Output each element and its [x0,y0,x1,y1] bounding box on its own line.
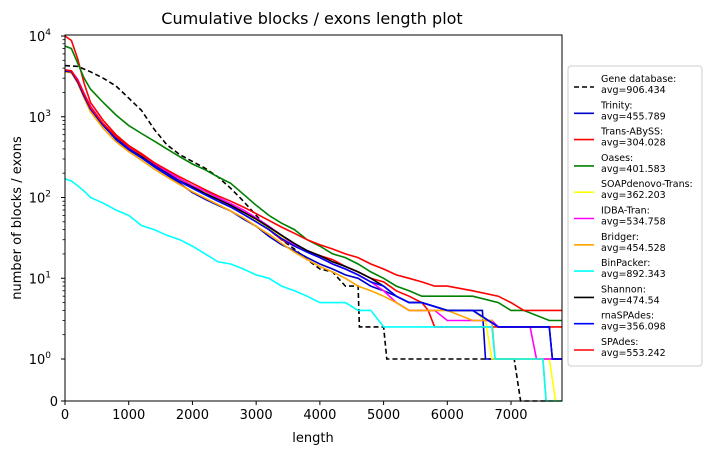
y-tick-label-0: 0 [50,395,58,410]
x-axis: 0 1000 2000 3000 4000 5000 6000 7000 [61,401,528,423]
series-line-9 [64,70,562,360]
legend-avg-8: avg=474.54 [601,295,660,306]
legend-label-10: SPAdes: [601,337,639,348]
legend-label-1: Trinity: [600,100,632,111]
plot-area [65,35,562,401]
y-tick-label-3: 102 [29,190,51,207]
legend-label-8: Shannon: [601,284,646,295]
legend-avg-5: avg=534.758 [601,217,666,228]
x-axis-title: length [292,431,333,446]
legend-label-9: rnaSPAdes: [601,311,654,322]
series-line-7 [64,178,562,402]
y-axis-title: number of blocks / exons [10,136,25,300]
x-tick-label-5: 5000 [367,408,400,423]
y-tick-label-1: 100 [29,351,52,368]
legend-label-4: SOAPdenovo-Trans: [601,179,693,190]
legend-avg-2: avg=304.028 [601,138,666,149]
chart-title: Cumulative blocks / exons length plot [161,9,462,28]
legend-box [567,65,703,367]
y-tick-label-2: 101 [29,270,51,287]
legend-label-5: IDBA-Tran: [601,206,650,217]
legend-avg-0: avg=906.434 [601,85,666,96]
series-line-6 [64,71,562,402]
plot-frame [64,34,563,402]
legend-label-2: Trans-ABySS: [600,127,663,138]
legend-label-7: BinPacker: [601,258,650,269]
y-tick-label-4: 103 [29,109,51,126]
series-line-10 [64,69,562,312]
legend-avg-10: avg=553.242 [601,348,666,359]
legend-avg-1: avg=455.789 [601,111,666,122]
legend-avg-7: avg=892.343 [601,269,666,280]
series-layer [64,35,562,402]
legend-avg-9: avg=356.098 [601,322,666,333]
x-tick-label-6: 6000 [431,408,464,423]
x-tick-label-7: 7000 [494,408,527,423]
x-tick-label-2: 2000 [176,408,209,423]
x-tick-label-4: 4000 [303,408,336,423]
legend-avg-4: avg=362.203 [601,190,666,201]
series-line-3 [64,45,562,322]
legend-label-0: Gene database: [601,74,676,85]
legend: Gene database:avg=906.434 Trinity:avg=455… [567,65,703,367]
y-tick-label-5: 104 [29,28,52,45]
legend-avg-3: avg=401.583 [601,164,666,175]
x-tick-label-0: 0 [61,408,69,423]
legend-avg-6: avg=454.528 [601,243,666,254]
y-axis: 0 100 101 102 103 104 [29,28,65,410]
x-tick-label-1: 1000 [112,408,145,423]
legend-label-6: Bridger: [601,232,639,243]
x-tick-label-3: 3000 [240,408,273,423]
legend-label-3: Oases: [601,153,633,164]
